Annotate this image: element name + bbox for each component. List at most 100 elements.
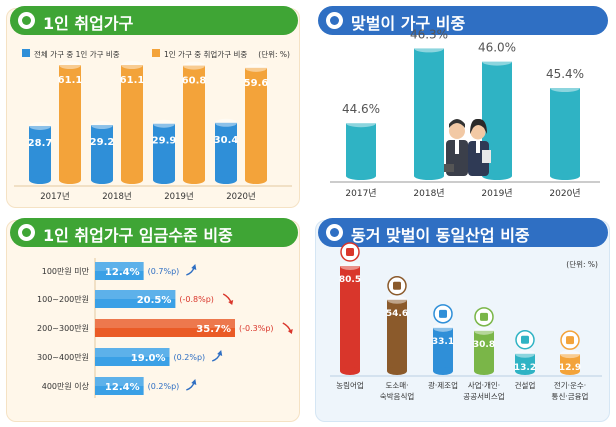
legend-label: 전체 가구 중 1인 가구 비중: [34, 49, 120, 59]
industry-icon-glyph: [480, 312, 488, 321]
bar-shine: [95, 290, 176, 299]
unit-label: (단위: %): [258, 49, 290, 59]
bar-top: [560, 350, 580, 359]
tick-label: 200~300만원: [37, 324, 89, 333]
bar-series2-base: [183, 176, 205, 184]
tick-label: 2020년: [549, 188, 580, 199]
bar: [95, 319, 235, 337]
couple-part: [482, 150, 491, 163]
bar-series1: [91, 125, 113, 180]
couple-part: [449, 123, 465, 139]
bar-series1: [215, 122, 237, 180]
data-label: 61.1: [120, 75, 145, 86]
tick-label: 숙박음식업: [380, 391, 415, 401]
panel2-title: 맞벌이 가구 비중: [351, 14, 466, 33]
data-label: 13.2: [514, 363, 536, 373]
bar-base: [414, 172, 444, 180]
bar-shine: [95, 377, 144, 386]
tick-label: 전기·운수·: [554, 380, 586, 390]
bar-series2-base: [121, 176, 143, 184]
bar-base: [550, 172, 580, 180]
bar-shine: [95, 319, 235, 328]
couple-part: [449, 119, 465, 128]
bar: [515, 353, 535, 371]
bar-series2: [245, 67, 267, 180]
data-label: 80.5: [339, 275, 361, 285]
industry-icon-glyph: [439, 309, 447, 318]
change-label: (0.2%p): [148, 382, 180, 391]
data-label: 60.8: [182, 76, 207, 87]
panel2-header: 맞벌이 가구 비중: [318, 6, 608, 35]
data-label: 12.4%: [105, 382, 140, 393]
bar: [346, 123, 376, 176]
bar-base: [482, 172, 512, 180]
couple-illustration: [444, 118, 491, 176]
tick-label: 100만원 미만: [42, 267, 90, 276]
bar-series1-base: [29, 176, 51, 184]
trend-up-arrowhead: [217, 350, 223, 356]
panel1-header: 1인 취업가구: [10, 6, 298, 35]
data-label: 46.3%: [410, 27, 448, 41]
couple-part: [470, 124, 486, 140]
tick-label: 2019년: [481, 188, 512, 199]
bar-series1-base: [153, 176, 175, 184]
tick-label: 2020년: [226, 191, 255, 202]
bar: [95, 262, 144, 280]
bar-top: [340, 262, 360, 270]
bar-base: [340, 367, 360, 375]
bar-series2-top: [245, 63, 267, 72]
bar-series1-top: [153, 119, 175, 128]
change-label: (-0.8%p): [179, 295, 214, 304]
data-label: 29.9: [152, 136, 177, 147]
bar: [95, 290, 176, 308]
couple-part: [455, 140, 459, 154]
industry-icon-glyph: [521, 335, 529, 344]
bullet-icon: [326, 224, 343, 241]
data-label: 12.4%: [105, 267, 140, 278]
data-label: 44.6%: [342, 102, 380, 116]
bar-series2-base: [59, 176, 81, 184]
couple-part: [476, 141, 480, 153]
data-label: 45.4%: [546, 67, 584, 81]
bar: [387, 299, 407, 371]
bar: [95, 377, 144, 395]
bar-base: [515, 367, 535, 375]
bar-series1: [153, 123, 175, 180]
tick-label: 사업·개인·: [468, 380, 500, 390]
data-label: 59.6: [244, 78, 269, 89]
bar-series1-base: [91, 176, 113, 184]
bar: [340, 266, 360, 371]
couple-part: [468, 141, 489, 176]
bar-series1-top: [215, 118, 237, 127]
tick-label: 2017년: [345, 188, 376, 199]
bar-base: [387, 367, 407, 375]
tick-label: 2019년: [164, 191, 193, 202]
change-label: (-0.3%p): [239, 324, 274, 333]
data-label: 29.2: [90, 137, 115, 148]
bar-series2: [121, 65, 143, 180]
bar: [474, 330, 494, 371]
tick-label: 2017년: [40, 191, 69, 202]
bar-top: [433, 323, 453, 332]
tick-label: 공공서비스업: [463, 392, 504, 401]
bar-top: [482, 57, 512, 66]
bar-base: [346, 172, 376, 180]
data-label: 61.1: [58, 75, 83, 86]
bullet-icon: [326, 12, 343, 29]
trend-down-arrowhead: [287, 329, 293, 334]
bar-base: [433, 367, 453, 375]
bar-series1-base: [215, 176, 237, 184]
data-label: 46.0%: [478, 41, 516, 55]
tick-label: 농림어업: [336, 380, 364, 390]
data-label: 28.7: [28, 138, 53, 149]
legend-swatch-orange: [152, 49, 160, 57]
data-label: 19.0%: [131, 353, 166, 364]
change-label: (0.2%p): [174, 353, 206, 362]
tick-label: 건설업: [515, 380, 536, 390]
bar-shine: [95, 262, 144, 271]
data-label: 33.1: [432, 337, 454, 347]
panel4-title: 동거 맞벌이 동일산업 비중: [351, 226, 530, 245]
